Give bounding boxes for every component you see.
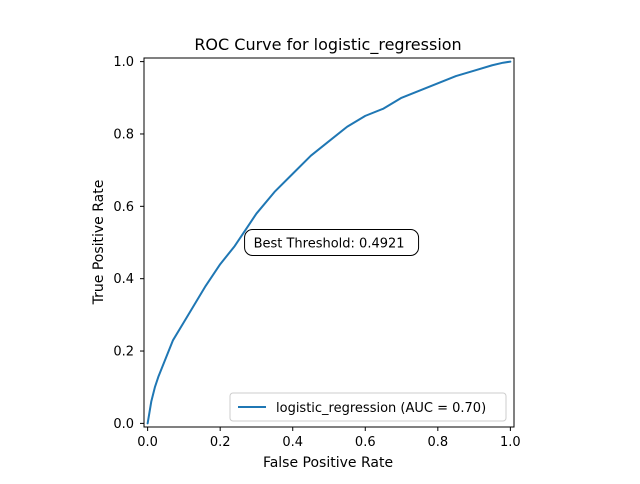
y-axis-label: True Positive Rate	[91, 180, 107, 306]
x-tick-label: 0.2	[210, 435, 231, 450]
y-tick-label: 0.8	[113, 127, 134, 142]
x-tick-label: 1.0	[500, 435, 521, 450]
x-tick-label: 0.0	[137, 435, 158, 450]
y-tick-label: 0.2	[113, 345, 134, 360]
ticks-layer: 0.0 0.2 0.4 0.6 0.8 1.0 0.0 0.2 0.4 0.6 0.8 1.0	[113, 55, 520, 450]
series-layer	[146, 60, 512, 425]
roc-series-line	[146, 60, 512, 425]
annotation-label: Best Threshold: 0.4921	[254, 237, 405, 252]
legend-box	[229, 392, 507, 422]
annotation-box	[244, 229, 420, 256]
best-threshold-annotation: Best Threshold: 0.4921	[244, 229, 420, 256]
x-axis-label: False Positive Rate	[263, 455, 393, 471]
y-tick-label: 0.6	[113, 200, 134, 215]
legend-label: logistic_regression (AUC = 0.70)	[276, 401, 486, 416]
legend: logistic_regression (AUC = 0.70)	[229, 392, 507, 422]
x-tick-label: 0.4	[282, 435, 303, 450]
y-tick-label: 1.0	[113, 55, 134, 70]
y-tick-label: 0.4	[113, 272, 134, 287]
y-tick-label: 0.0	[113, 417, 134, 432]
annotation-layer: Best Threshold: 0.4921	[244, 229, 420, 256]
x-tick-label: 0.6	[355, 435, 376, 450]
plot-frame	[143, 57, 515, 428]
x-tick-label: 0.8	[427, 435, 448, 450]
chart-title: ROC Curve for logistic_regression	[194, 35, 461, 55]
